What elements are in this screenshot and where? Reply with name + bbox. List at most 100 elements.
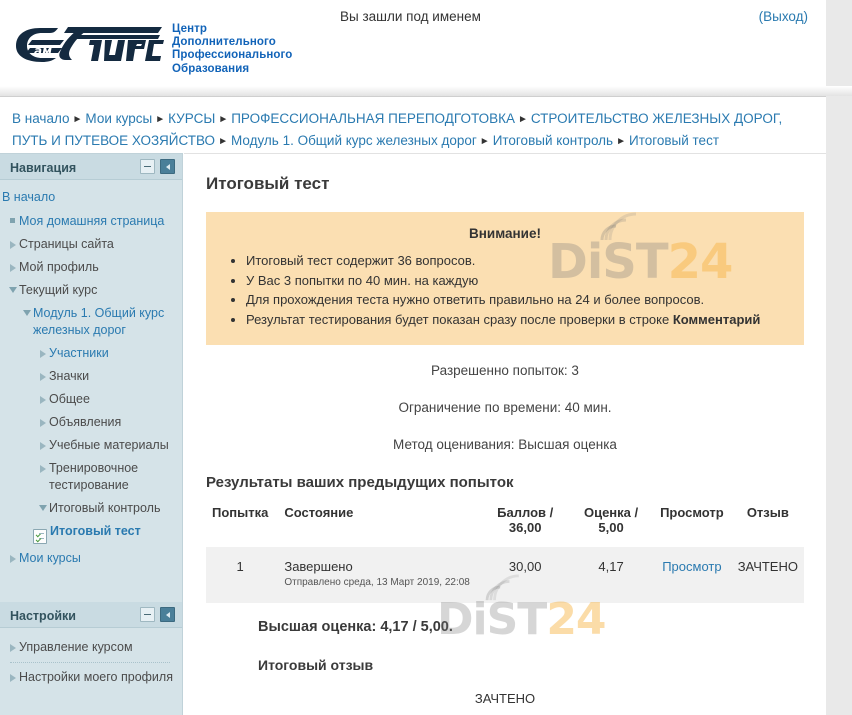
alert-bullet: У Вас 3 попытки по 40 мин. на каждую: [246, 271, 786, 291]
sidebar-item-participants[interactable]: Участники: [0, 342, 182, 365]
chevron-down-icon: [36, 500, 49, 511]
sidebar-item-my-courses[interactable]: Мои курсы: [0, 547, 182, 570]
col-points: Баллов / 36,00: [480, 505, 570, 547]
sidebar-item-label: Общее: [49, 392, 90, 406]
info-time-limit: Ограничение по времени: 40 мин.: [398, 400, 612, 415]
logout-link[interactable]: (Выход): [758, 9, 808, 24]
alert-title: Внимание!: [469, 226, 541, 241]
chevron-right-icon: [36, 460, 49, 473]
quiz-icon: [30, 523, 50, 544]
table-row: 1 Завершено Отправлено среда, 13 Март 20…: [206, 547, 804, 603]
state-submitted-time: Отправлено среда, 13 Март 2019, 22:08: [284, 577, 470, 588]
attempts-table-body: 1 Завершено Отправлено среда, 13 Март 20…: [206, 547, 804, 603]
alert-bullet-list: Итоговый тест содержит 36 вопросов. У Ва…: [224, 251, 786, 329]
sidebar-item-label: Текущий курс: [19, 283, 98, 297]
site-header: ам Центр Дополнительного Профессионально…: [0, 0, 826, 86]
col-grade-line2: 5,00: [598, 520, 624, 535]
breadcrumb-item-5[interactable]: Модуль 1. Общий курс железных дорог: [230, 133, 477, 148]
sidebar-item-learning-materials[interactable]: Учебные материалы: [0, 434, 182, 457]
sidebar-item-site-pages[interactable]: Страницы сайта: [0, 233, 182, 256]
breadcrumb-bar: В начало ► Мои курсы ► КУРСЫ ► ПРОФЕССИОНАЛЬНА…: [0, 96, 826, 152]
chevron-right-icon: [6, 550, 19, 563]
info-attempts-allowed: Разрешенно попыток: 3: [431, 363, 579, 378]
col-points-line2: 36,00: [508, 520, 542, 535]
sidebar-item-label: Участники: [49, 346, 109, 360]
page-title: Итоговый тест: [206, 174, 330, 193]
login-status-text: Вы зашли под именем: [340, 9, 481, 24]
alert-bullet-text: Результат тестирования будет показан сра…: [246, 311, 673, 327]
dock-left-icon[interactable]: [160, 159, 175, 174]
col-grade-line1: Оценка /: [583, 505, 639, 520]
sidebar-item-label: Объявления: [49, 415, 122, 429]
col-state: Состояние: [284, 505, 354, 520]
logo-subtitle-line-1: Центр: [172, 23, 208, 35]
site-logo[interactable]: ам Центр Дополнительного Профессионально…: [12, 22, 292, 76]
navigation-block-header: Навигация: [0, 154, 182, 180]
sidebar-item-general[interactable]: Общее: [0, 388, 182, 411]
overall-feedback-title: Итоговый отзыв: [258, 657, 374, 673]
logo-subtitle-line-4: Образования: [172, 62, 250, 75]
chevron-right-icon: [36, 437, 49, 450]
chevron-down-icon: [20, 305, 33, 316]
chevron-right-icon: [36, 345, 49, 358]
sidebar-item-profile-settings[interactable]: Настройки моего профиля: [0, 666, 182, 689]
breadcrumb-item-3[interactable]: ПРОФЕССИОНАЛЬНАЯ ПЕРЕПОДГОТОВКА: [231, 111, 515, 126]
best-grade-text: Высшая оценка: 4,17 / 5,00.: [258, 619, 453, 635]
breadcrumb-item-2[interactable]: КУРСЫ: [168, 111, 216, 126]
state-label: Завершено: [284, 559, 353, 574]
breadcrumb-separator: ►: [517, 114, 528, 125]
chevron-right-icon: [36, 368, 49, 381]
sidebar-item-final-control[interactable]: Итоговый контроль: [0, 497, 182, 520]
sidebar-item-module-1[interactable]: Модуль 1. Общий курс железных дорог: [0, 302, 182, 342]
block-navigation: Навигация В начало Моя домашняя страница: [0, 154, 182, 580]
col-review: Просмотр: [660, 505, 724, 520]
chevron-right-icon: [6, 236, 19, 249]
attempts-table-head: Попытка Состояние Баллов / 36,00 Оценка …: [206, 505, 804, 547]
header-divider: [0, 86, 852, 96]
breadcrumb-item-6[interactable]: Итоговый контроль: [492, 133, 614, 148]
sidebar-item-home[interactable]: В начало: [2, 190, 56, 204]
breadcrumb-item-0[interactable]: В начало: [12, 111, 70, 126]
breadcrumb-item-7[interactable]: Итоговый тест: [628, 133, 720, 148]
sidebar-item-current-course[interactable]: Текущий курс: [0, 279, 182, 302]
sidebar-item-label: Мои курсы: [19, 551, 81, 565]
results-section-title: Результаты ваших предыдущих попыток: [206, 474, 514, 491]
attempts-table: Попытка Состояние Баллов / 36,00 Оценка …: [206, 505, 804, 603]
sidebar-item-announcements[interactable]: Объявления: [0, 411, 182, 434]
chevron-right-icon: [36, 414, 49, 427]
sidebar-item-practice-testing[interactable]: Тренировочное тестирование: [0, 457, 182, 497]
review-link[interactable]: Просмотр: [662, 559, 722, 574]
breadcrumb-item-4[interactable]: СТРОИТЕЛЬСТВО ЖЕЛЕЗНЫХ ДОРОГ, ПУТЬ И ПУТ…: [12, 111, 783, 148]
sidebar-item-label: Тренировочное тестирование: [49, 461, 139, 492]
breadcrumb-separator: ►: [155, 114, 166, 125]
sidebar-item-course-admin[interactable]: Управление курсом: [0, 636, 182, 659]
sidebar-item-badges[interactable]: Значки: [0, 365, 182, 388]
settings-divider: [10, 662, 170, 663]
sidebar-item-label: Модуль 1. Общий курс железных дорог: [33, 306, 165, 337]
alert-bullet: Результат тестирования будет показан сра…: [246, 310, 786, 330]
body-layout: Навигация В начало Моя домашняя страница: [0, 153, 852, 715]
chevron-right-icon: [6, 669, 19, 682]
minus-box-icon[interactable]: [140, 159, 155, 174]
col-points-line1: Баллов /: [497, 505, 554, 520]
sidebar-item-label: Управление курсом: [19, 640, 133, 654]
sidebar-item-my-profile[interactable]: Мой профиль: [0, 256, 182, 279]
logo-subtitle: Центр Дополнительного Профессионального …: [172, 22, 292, 76]
sidebar-item-label: Итоговый тест: [50, 524, 141, 538]
breadcrumb-separator: ►: [218, 136, 228, 147]
settings-block-icons: [140, 607, 175, 622]
chevron-right-icon: [6, 259, 19, 272]
dock-left-icon[interactable]: [160, 607, 175, 622]
breadcrumb-item-1[interactable]: Мои курсы: [85, 111, 153, 126]
alert-bullet: Итоговый тест содержит 36 вопросов.: [246, 251, 786, 271]
settings-block-title: Настройки: [10, 609, 76, 623]
minus-box-icon[interactable]: [140, 607, 155, 622]
chevron-right-icon: [36, 391, 49, 404]
sidebar-item-label: Мой профиль: [19, 260, 99, 274]
cell-grade: 4,17: [569, 547, 653, 603]
sidebar-item-my-home[interactable]: Моя домашняя страница: [0, 210, 182, 233]
overall-feedback-text: ЗАЧТЕНО: [474, 691, 536, 706]
col-feedback: Отзыв: [746, 505, 789, 520]
table-header-row: Попытка Состояние Баллов / 36,00 Оценка …: [206, 505, 804, 547]
sidebar-item-final-test[interactable]: Итоговый тест: [0, 520, 182, 547]
